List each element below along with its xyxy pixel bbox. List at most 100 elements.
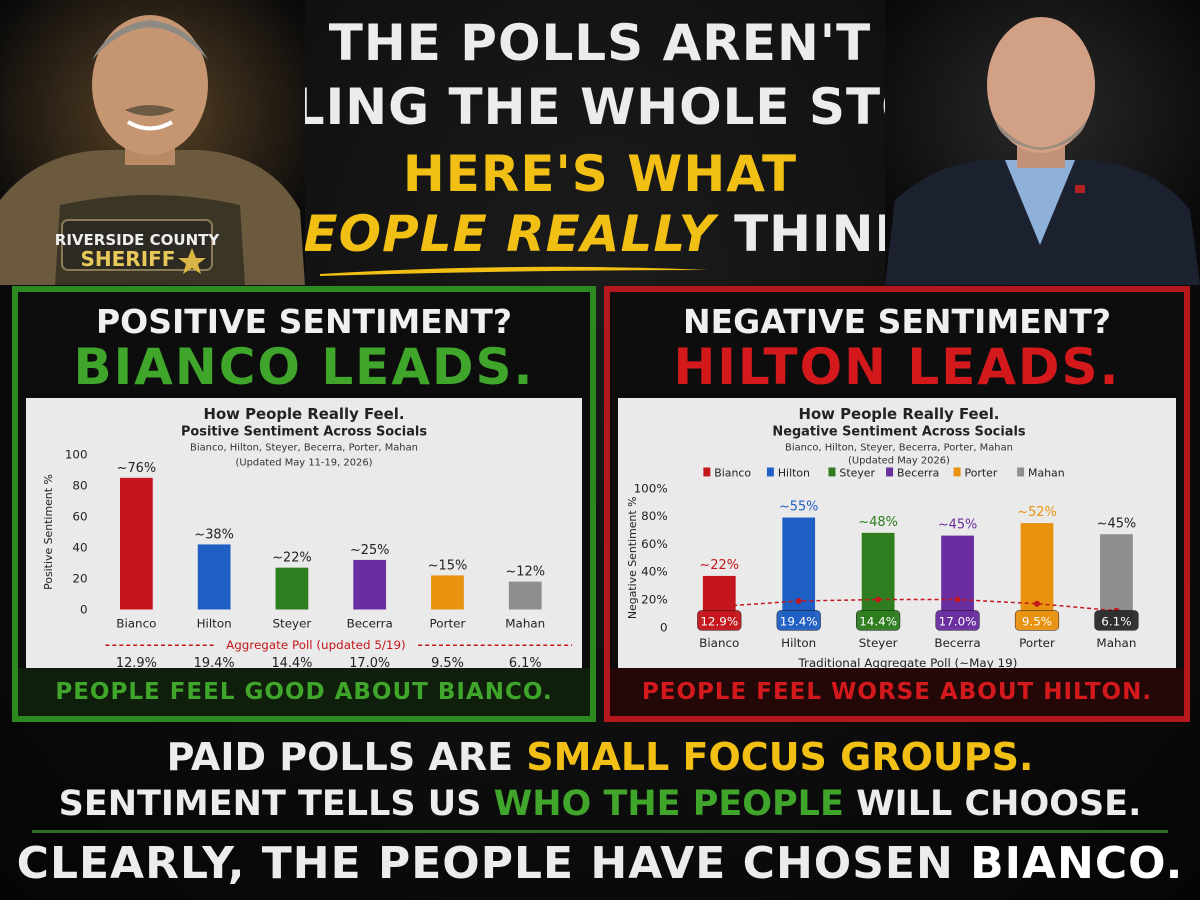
bottom-line-3-a: CLEARLY, THE PEOPLE HAVE CHOSEN bbox=[16, 838, 971, 889]
panel-footer: PEOPLE FEEL GOOD ABOUT BIANCO. bbox=[18, 668, 590, 716]
chart-subtitle-candidates: Bianco, Hilton, Steyer, Becerra, Porter,… bbox=[190, 443, 418, 454]
bar-steyer bbox=[275, 567, 309, 610]
negative-chart-card: How People Really Feel. Negative Sentimen… bbox=[618, 398, 1176, 676]
aggregate-line bbox=[719, 598, 1117, 612]
bar-mahan bbox=[508, 581, 542, 610]
badge-text-2: SHERIFF bbox=[81, 247, 176, 271]
divider bbox=[32, 830, 1168, 833]
y-tick-label: 20 bbox=[72, 571, 87, 585]
panel-question: POSITIVE SENTIMENT? bbox=[95, 302, 512, 341]
data-label: ~22% bbox=[700, 558, 739, 573]
aggregate-badge bbox=[935, 610, 980, 631]
bottom-line-2-highlight: WHO THE PEOPLE bbox=[493, 784, 844, 824]
aggregate-value: 17.0% bbox=[939, 614, 977, 628]
aggregate-value: 19.4% bbox=[194, 656, 235, 671]
aggregate-value: 9.5% bbox=[431, 656, 464, 671]
x-tick-label: Mahan bbox=[505, 616, 545, 630]
legend-item: Becerra bbox=[897, 466, 939, 479]
y-tick-label: 60% bbox=[641, 537, 667, 551]
positive-sentiment-panel: POSITIVE SENTIMENT? BIANCO LEADS. How Pe… bbox=[12, 286, 596, 722]
aggregate-label: Aggregate Poll (updated 5/19) bbox=[226, 638, 406, 652]
aggregate-badge bbox=[1094, 610, 1139, 631]
data-label: ~52% bbox=[1017, 505, 1056, 520]
aggregate-value: 12.9% bbox=[116, 656, 157, 671]
aggregate-value: 6.1% bbox=[1101, 614, 1131, 628]
aggregate-point bbox=[875, 596, 882, 603]
y-tick-label: 60 bbox=[72, 510, 87, 524]
aggregate-value: 9.5% bbox=[1022, 614, 1052, 628]
legend-swatch bbox=[703, 467, 711, 477]
aggregate-badge bbox=[856, 610, 901, 631]
aggregate-badge bbox=[697, 610, 742, 631]
data-label: ~55% bbox=[779, 500, 818, 515]
aggregate-value: 6.1% bbox=[509, 656, 542, 671]
aggregate-value: 19.4% bbox=[780, 614, 818, 628]
panel-lead: HILTON LEADS. bbox=[673, 338, 1121, 396]
bar-bianco bbox=[119, 477, 153, 610]
y-tick-label: 0 bbox=[80, 602, 88, 616]
data-label: ~12% bbox=[506, 565, 545, 580]
data-label: ~38% bbox=[194, 527, 233, 542]
aggregate-value: 14.4% bbox=[859, 614, 897, 628]
bottom-line-2-c: WILL CHOOSE. bbox=[843, 784, 1142, 824]
data-label: ~22% bbox=[272, 551, 311, 566]
x-tick-label: Bianco bbox=[116, 616, 156, 630]
x-tick-label: Hilton bbox=[197, 616, 232, 630]
bottom-line-1-a: PAID POLLS ARE bbox=[166, 735, 527, 779]
panel-lead: BIANCO LEADS. bbox=[73, 338, 535, 396]
y-tick-label: 100 bbox=[65, 448, 88, 462]
data-label: ~48% bbox=[858, 515, 897, 530]
headline: THE POLLS AREN'T TELLING THE WHOLE STORY… bbox=[0, 0, 1200, 285]
aggregate-value: 14.4% bbox=[271, 656, 312, 671]
aggregate-value: 17.0% bbox=[349, 656, 390, 671]
legend-swatch bbox=[886, 467, 894, 477]
bottom-line-3: CLEARLY, THE PEOPLE HAVE CHOSEN BIANCO. bbox=[0, 838, 1200, 889]
chart-title: How People Really Feel. bbox=[799, 405, 1000, 423]
x-tick-label: Becerra bbox=[347, 616, 393, 630]
aggregate-point bbox=[795, 597, 802, 604]
x-tick-label: Becerra bbox=[934, 636, 980, 650]
x-tick-label: Steyer bbox=[859, 636, 898, 650]
bottom-line-3-highlight: BIANCO. bbox=[970, 838, 1184, 889]
legend-item: Bianco bbox=[714, 466, 751, 479]
x-tick-label: Hilton bbox=[781, 636, 816, 650]
positive-sentiment-chart: How People Really Feel. Positive Sentimen… bbox=[42, 405, 573, 671]
legend-swatch bbox=[766, 467, 774, 477]
positive-chart-card: How People Really Feel. Positive Sentimen… bbox=[26, 398, 582, 676]
y-tick-label: 40% bbox=[641, 565, 667, 579]
x-tick-label: Mahan bbox=[1096, 636, 1136, 650]
data-label: ~45% bbox=[1097, 516, 1136, 531]
panel-footer: PEOPLE FEEL WORSE ABOUT HILTON. bbox=[610, 668, 1184, 716]
y-tick-label: 80% bbox=[641, 509, 667, 523]
aggregate-point bbox=[716, 603, 723, 610]
legend-item: Steyer bbox=[839, 466, 875, 479]
legend-swatch bbox=[953, 467, 961, 477]
bar-becerra bbox=[353, 559, 387, 610]
underline-swoosh bbox=[320, 266, 708, 276]
headline-line-3: HERE'S WHAT bbox=[402, 145, 798, 203]
y-tick-label: 0 bbox=[660, 620, 668, 634]
legend-item: Mahan bbox=[1028, 466, 1065, 479]
headline-line-2: TELLING THE WHOLE STORY. bbox=[189, 78, 1011, 136]
aggregate-point bbox=[1034, 600, 1040, 607]
y-axis-label: Negative Sentiment % bbox=[626, 497, 639, 620]
x-tick-label: Porter bbox=[1019, 636, 1055, 650]
sheriff-portrait: RIVERSIDE COUNTY SHERIFF bbox=[0, 0, 305, 285]
x-axis-label: Traditional Aggregate Poll (~May 19) bbox=[797, 656, 1017, 670]
x-tick-label: Steyer bbox=[273, 616, 312, 630]
data-label: ~45% bbox=[938, 518, 977, 533]
headline-line-1: THE POLLS AREN'T bbox=[328, 14, 872, 72]
chart-subtitle-date: (Updated May 11-19, 2026) bbox=[236, 458, 373, 469]
aggregate-badge bbox=[776, 610, 821, 631]
y-tick-label: 40 bbox=[72, 540, 87, 554]
bar-porter bbox=[431, 575, 464, 610]
chart-subtitle: Negative Sentiment Across Socials bbox=[772, 425, 1025, 440]
chart-subtitle-date: (Updated May 2026) bbox=[848, 456, 950, 467]
bar-porter bbox=[1020, 523, 1054, 628]
data-label: ~76% bbox=[117, 461, 156, 476]
aggregate-badge bbox=[1014, 610, 1060, 631]
badge-text-1: RIVERSIDE COUNTY bbox=[55, 231, 221, 249]
legend-item: Porter bbox=[965, 466, 998, 479]
aggregate-value: 12.9% bbox=[700, 614, 738, 628]
panel-question: NEGATIVE SENTIMENT? bbox=[683, 302, 1111, 341]
